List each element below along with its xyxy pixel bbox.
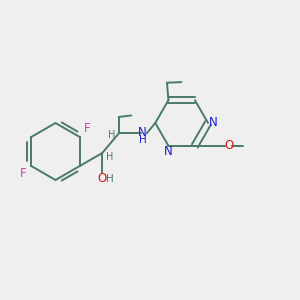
Text: N: N	[209, 116, 218, 129]
Text: N: N	[164, 145, 173, 158]
Text: H: H	[139, 135, 146, 145]
Text: O: O	[225, 139, 234, 152]
Text: H: H	[108, 130, 116, 140]
Text: O: O	[98, 172, 107, 185]
Text: H: H	[106, 173, 114, 184]
Text: N: N	[138, 126, 147, 140]
Text: F: F	[84, 122, 91, 135]
Text: H: H	[106, 152, 113, 163]
Text: F: F	[20, 167, 27, 180]
